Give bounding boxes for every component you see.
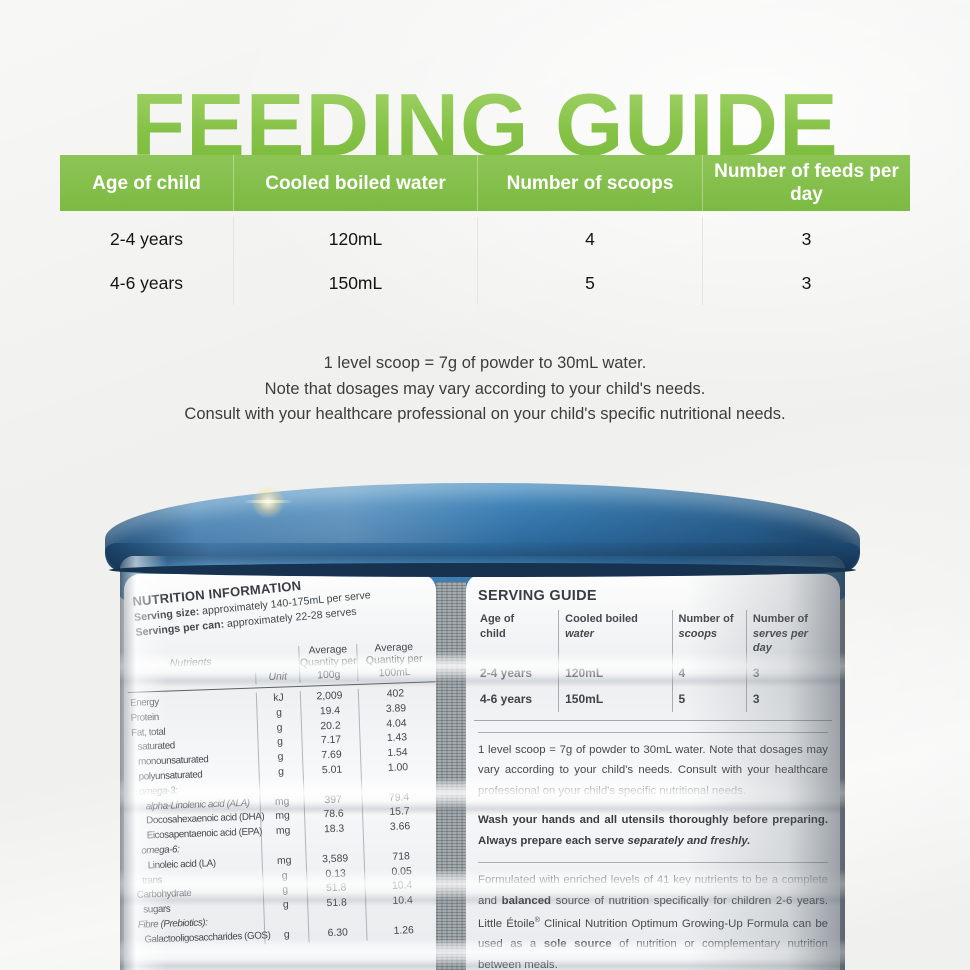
nutrient-per-100g: 6.30 [308,925,367,943]
serving-row: 4-6 years 150mL 5 3 [474,685,832,712]
age-cell: 2-4 years [110,228,183,249]
serving-paragraph: Formulated with enriched levels of 41 ke… [478,862,828,970]
nutrient-unit: g [256,720,302,737]
serving-guide-paragraphs: 1 level scoop = 7g of powder to 30mL wat… [478,731,828,970]
serving-header-cell: Age of child [480,613,515,640]
serving-paragraph: Wash your hands and all utensils thoroug… [478,814,828,847]
nutrient-unit: g [262,883,308,900]
per-100ml-col-header: Average Quantity per 100mL [356,640,432,681]
serving-serves-cell: 3 [745,659,832,686]
nutrient-per-100ml: 1.26 [366,922,436,941]
nutrient-unit: g [262,868,307,885]
feeding-table-row: 4-6 years 150mL 5 3 [60,261,910,305]
nutrient-unit: mg [259,809,305,826]
scoops-cell: 4 [477,217,702,261]
serving-header-cell: Cooled boiled water [558,610,671,660]
tin-label-divider-strip [436,582,466,970]
serving-header-cell: Number of serves per day [745,610,832,660]
serving-scoops-cell: 5 [671,685,746,712]
note-line: 1 level scoop = 7g of powder to 30mL wat… [323,354,647,372]
serving-row: 2-4 years 120mL 4 3 [474,659,832,686]
nutrient-unit: g [258,764,303,782]
tin-lid-rim [109,563,856,577]
serving-paragraph: 1 level scoop = 7g of powder to 30mL wat… [478,731,828,802]
formula-tin-image: NUTRITION INFORMATION Serving size: appr… [105,483,860,970]
per-100g-col-header: Average Quantity per 100g [298,643,358,683]
nutrients-col-header: Nutrients [169,656,212,670]
scoops-cell: 5 [477,261,702,305]
serving-guide-table-header: Age of child Cooled boiled water Number … [474,610,832,660]
feeding-table-row: 2-4 years 120mL 4 3 [60,217,910,261]
feeding-table-header-cell: Cooled boiled water [233,155,477,211]
nutrient-unit: mg [259,794,304,811]
nutrient-unit [258,779,304,797]
tin-body: NUTRITION INFORMATION Serving size: appr… [120,556,845,970]
unit-col-header: Unit [255,670,300,685]
serving-guide-title: SERVING GUIDE [478,588,597,604]
serving-header-cell: Number of scoops [671,610,746,660]
nutrient-unit: g [263,897,308,915]
nutrition-panel-header: NUTRITION INFORMATION Serving size: appr… [132,574,427,639]
nutrient-unit [263,912,309,930]
serving-scoops-cell: 4 [671,659,746,686]
feeding-table: Age of child Cooled boiled water Number of… [60,155,910,321]
note-line: Note that dosages may vary according to … [264,379,706,398]
nutrition-table-rows: Energy kJ 2,009 402 Protein g 19.4 3.89 [128,682,436,948]
nutrient-unit [260,838,306,856]
serving-water-cell: 150mL [558,685,671,712]
nutrient-unit: kJ [255,690,301,708]
nutrition-table: Nutrients Unit Average Quantity per 100g… [126,632,436,948]
note-line: Consult with your healthcare professiona… [184,405,786,423]
serving-serves-cell: 3 [745,685,832,712]
nutrient-unit: g [256,705,301,723]
serving-water-cell: 120mL [558,659,671,686]
nutrition-panel: NUTRITION INFORMATION Serving size: appr… [124,574,436,970]
nutrient-unit: g [264,927,309,944]
feeding-table-header-cell: Age of child [92,172,201,194]
nutrient-unit: g [257,750,303,767]
dosage-notes: 1 level scoop = 7g of powder to 30mL wat… [0,351,970,428]
age-cell: 4-6 years [110,272,183,293]
serving-age-cell: 4-6 years [480,691,533,706]
feeds-cell: 3 [702,261,910,305]
water-cell: 120mL [233,217,477,261]
feeds-cell: 3 [702,217,910,261]
feeding-table-header-cell: Number of scoops [477,155,702,211]
serving-guide-table: Age of child Cooled boiled water Number … [474,610,832,721]
feeding-table-body: 2-4 years 120mL 4 3 4-6 years 150mL 5 3 [60,211,910,321]
feeding-table-header-cell: Number of feeds per day [702,155,910,211]
serving-guide-table-rows: 2-4 years 120mL 4 3 4-6 years 150mL 5 3 [474,659,832,712]
lens-flare [243,485,293,519]
serving-age-cell: 2-4 years [480,665,533,680]
water-cell: 150mL [233,261,477,305]
nutrient-unit: mg [261,853,306,870]
serving-guide-panel: SERVING GUIDE Age of child Cooled boiled [466,574,840,970]
nutrient-unit: g [257,735,302,752]
feeding-table-header: Age of child Cooled boiled water Number of… [60,155,910,211]
nutrient-unit: mg [260,824,305,841]
nutrient-name: Galactooligosaccharides (GOS) [144,929,271,946]
